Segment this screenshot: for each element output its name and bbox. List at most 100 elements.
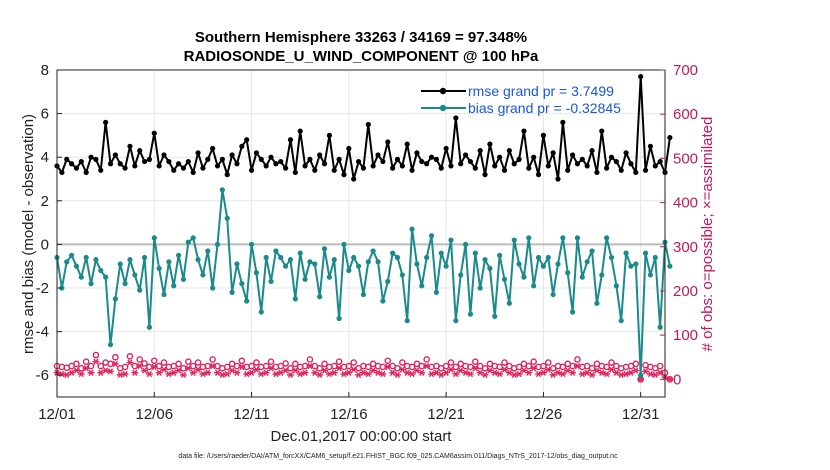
obs-possible-point [223,363,231,371]
bias-point [497,252,503,258]
rmse-point [414,150,420,156]
bias-point [467,311,474,317]
obs-possible-point [335,358,343,365]
rmse-point [331,167,337,173]
rmse-point [171,167,177,173]
rmse-point [234,161,240,167]
bias-point [132,272,138,278]
obs-assimilated-point [398,366,406,373]
obs-assimilated-point [540,369,547,376]
bias-point [540,263,547,269]
bias-point [579,274,585,280]
obs-assimilated-point [423,362,431,370]
bias-point [458,272,464,278]
plot-frame [56,69,666,398]
bias-point [360,291,367,298]
obs-possible-point [155,362,163,370]
obs-assimilated-point [92,358,100,365]
rmse-point [107,161,114,167]
rmse-point [83,169,89,176]
obs-assimilated-point [530,365,538,372]
obs-possible-point [292,360,299,368]
bias-point [409,226,415,232]
legend: rmse grand pr = 3.7499 bias grand pr = -… [421,83,621,116]
obs-assimilated-point [603,370,611,378]
obs-assimilated-point [272,370,280,378]
rmse-point [419,158,425,165]
obs-possible-point [209,356,216,363]
bias-point [171,283,177,289]
bias-point [112,296,118,302]
obs-assimilated-point [111,360,119,367]
rmse-point [394,156,401,162]
obs-possible-point [530,358,537,365]
rmse-point [360,165,367,171]
rmse-point [565,167,571,173]
bias-point [477,285,483,291]
rmse-point [112,152,118,158]
rmse-point [628,161,634,167]
obs-assimilated-point [141,367,148,374]
obs-assimilated-point [369,367,377,374]
bias-point [141,254,148,261]
rmse-point [190,169,196,176]
obs-possible-point [160,359,168,366]
obs-assimilated-point [277,369,285,376]
obs-assimilated-point [146,370,153,378]
bias-point [370,248,376,254]
rmse-point [589,148,595,154]
obs-possible-point [345,362,353,370]
obs-assimilated-point [574,362,581,370]
bias-point [156,265,162,271]
rmse-point [98,167,104,173]
obs-assimilated-point [58,370,66,378]
obs-possible-point [496,363,503,371]
rmse-point [443,145,449,152]
obs-possible-point [73,360,80,368]
bias-point [346,267,352,274]
obs-assimilated-point [467,370,474,378]
rmse-point [287,137,294,143]
rmse-point [78,158,84,165]
obs-assimilated-point [642,368,649,375]
rmse-point [526,165,532,171]
obs-assimilated-point [63,371,71,379]
rmse-point [239,143,245,149]
y2-tick-label: 700 [673,62,698,79]
rmse-point [122,165,128,171]
y-tick-label: -4 [36,324,49,341]
obs-assimilated-point [189,369,197,376]
chart-subtitle: RADIOSONDE_U_WIND_COMPONENT @ 100 hPa [184,48,539,65]
bias-point [599,272,605,278]
obs-possible-point [423,356,430,363]
bias-point [336,315,342,322]
obs-assimilated-point [501,366,508,373]
y-tick-label: 4 [41,149,49,166]
rmse-point [574,161,581,167]
obs-assimilated-point [194,366,202,373]
x-tick-label: 12/11 [233,406,269,423]
bias-point [385,278,391,285]
bias-point [190,235,196,241]
obs-assimilated-point [291,367,299,374]
obs-assimilated-point [496,370,504,378]
rmse-point [579,156,585,162]
bias-point [73,263,80,269]
obs-assimilated-point [510,371,518,379]
rmse-point [472,165,478,171]
obs-possible-point [150,357,158,365]
bias-point [545,254,551,261]
obs-assimilated-point [481,371,489,379]
rmse-point [462,152,469,158]
rmse-point [424,161,430,167]
rmse-point [273,161,279,167]
rmse-point [506,148,512,154]
rmse-point [385,139,391,145]
rmse-point [146,156,153,162]
obs-assimilated-point [228,367,236,374]
obs-possible-point [540,362,547,370]
obs-possible-point [472,358,479,365]
rmse-point [428,154,435,160]
rmse-point [93,156,99,162]
bias-point [492,313,498,319]
